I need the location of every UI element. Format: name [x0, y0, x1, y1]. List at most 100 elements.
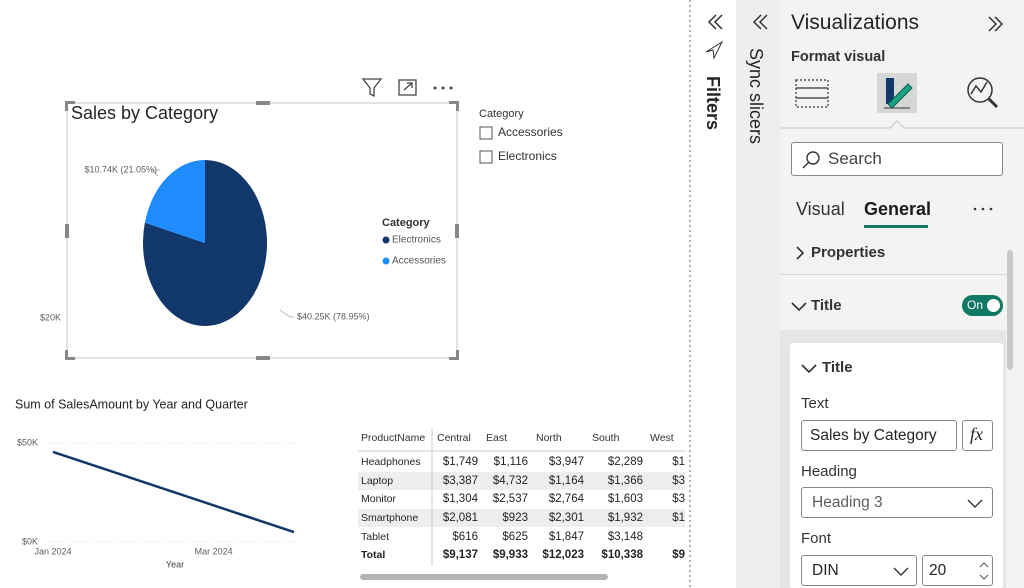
legend-marker [382, 236, 390, 244]
fx-button[interactable]: fx [962, 420, 993, 451]
more-icon[interactable] [433, 86, 453, 90]
row-label: Headphones [361, 456, 421, 468]
leader-line [279, 309, 294, 318]
sync-slicers-pane[interactable]: Sync slicers [736, 0, 780, 588]
table-cell: $9,55 [672, 549, 692, 561]
table-cell: $2,081 [443, 512, 478, 524]
report-canvas: Sales by Category $20K $10.74K (21.05%) … [15, 0, 692, 588]
table-cell: $1,847 [549, 531, 584, 543]
filters-pane[interactable]: Filters [692, 0, 736, 588]
row-band [358, 472, 685, 490]
table: ProductName Central East North South West Head… [358, 428, 692, 566]
column-header: ProductName [361, 432, 425, 444]
axis-label: $20K [40, 312, 61, 322]
pane-subtitle: Format visual [791, 49, 886, 65]
table-cell: $1,164 [549, 475, 585, 487]
section-label[interactable]: Title [811, 297, 842, 314]
table-cell: $1,366 [608, 475, 643, 487]
dropdown[interactable]: DIN [801, 555, 917, 586]
scrollbar[interactable] [1007, 250, 1013, 370]
checkbox[interactable] [479, 126, 493, 140]
format-icon-selected[interactable] [877, 73, 917, 113]
more-icon[interactable] [972, 204, 996, 214]
table-cell: $616 [452, 531, 478, 543]
chevron[interactable] [790, 298, 808, 314]
build-icon[interactable] [795, 79, 829, 108]
column-header: South [592, 432, 620, 444]
expand-icon[interactable] [983, 12, 1007, 36]
collapse-icon[interactable] [736, 0, 780, 44]
scrollbar[interactable] [360, 574, 608, 580]
chevron[interactable] [792, 245, 808, 261]
legend-marker [382, 257, 390, 265]
visual-title: Sum of SalesAmount by Year and Quarter [15, 397, 248, 411]
checkbox[interactable] [479, 150, 493, 164]
table-cell: $2,301 [549, 512, 584, 524]
table-cell: $4,732 [493, 475, 528, 487]
table-cell: $2,289 [608, 456, 643, 468]
search-box[interactable]: Search [791, 142, 1003, 176]
line-series [52, 450, 295, 534]
table-cell: $1,116 [494, 456, 528, 468]
table-cell: $9,933 [493, 549, 528, 561]
toggle[interactable]: On [962, 295, 1003, 316]
row-label: Tablet [361, 531, 389, 543]
pane-label[interactable]: Sync slicers [746, 48, 766, 145]
table-cell: $10,338 [601, 549, 643, 561]
column-header: Central [437, 432, 471, 444]
y-tick-label: $0K [22, 536, 38, 546]
filter-icon[interactable] [361, 78, 383, 98]
table-cell: $1,63 [672, 456, 692, 468]
toggle-label: On [967, 298, 984, 312]
number-input[interactable]: 20 [922, 555, 993, 586]
table-cell: $1,22 [672, 512, 692, 524]
row-label: Smartphone [361, 512, 418, 524]
table-cell: $3,53 [672, 475, 692, 487]
dropdown[interactable]: Heading 3 [801, 487, 993, 518]
leader-line [150, 169, 160, 177]
row-label: Monitor [361, 493, 397, 505]
pane-label[interactable]: Filters [703, 76, 723, 131]
visual-header [361, 78, 453, 98]
table-cell: $1,304 [443, 493, 479, 505]
tab-underline [864, 225, 928, 228]
slice-label: $40.25K (78.95%) [297, 311, 370, 321]
legend-label: Accessories [392, 256, 446, 267]
resize-handles[interactable] [65, 101, 459, 360]
tab[interactable]: Visual [796, 199, 845, 219]
chevron[interactable] [800, 360, 818, 376]
table-cell: $9,137 [443, 549, 478, 561]
column-header: East [486, 432, 507, 444]
collapse-icon[interactable] [692, 0, 736, 60]
slicer-title: Category [479, 108, 524, 120]
text-input[interactable]: Sales by Category [801, 420, 957, 451]
dropdown-value: DIN [812, 562, 839, 579]
analytics-icon[interactable] [967, 77, 999, 109]
focus-icon[interactable] [398, 79, 417, 96]
row-label: Laptop [361, 475, 393, 487]
x-tick-label: Jan 2024 [34, 546, 71, 556]
fx-label: fx [970, 424, 983, 444]
table-cell: $3,387 [443, 475, 478, 487]
format-tabs [780, 73, 1024, 129]
slicer-item: Accessories [498, 125, 563, 139]
card-title[interactable]: Title [822, 359, 853, 376]
input-value: Sales by Category [810, 427, 937, 444]
slicer-item: Electronics [498, 149, 557, 163]
table-cell: $3,148 [608, 531, 643, 543]
column-header: West [650, 432, 674, 444]
table-cell: $3,947 [549, 456, 584, 468]
search-placeholder: Search [828, 149, 882, 168]
legend-title: Category [382, 217, 431, 229]
table-cell: $1,932 [608, 512, 643, 524]
section-label[interactable]: Properties [811, 244, 886, 261]
x-tick-label: Mar 2024 [195, 546, 233, 556]
title-card: Title Text Sales by Category fx Heading … [790, 343, 1003, 588]
field-label: Font [801, 530, 832, 547]
slice-label: $10.74K (21.05%) [84, 164, 157, 174]
legend-label: Electronics [392, 235, 441, 246]
visual-title: Sales by Category [71, 103, 218, 123]
format-icon[interactable] [884, 78, 913, 109]
tab-selected[interactable]: General [864, 199, 932, 219]
